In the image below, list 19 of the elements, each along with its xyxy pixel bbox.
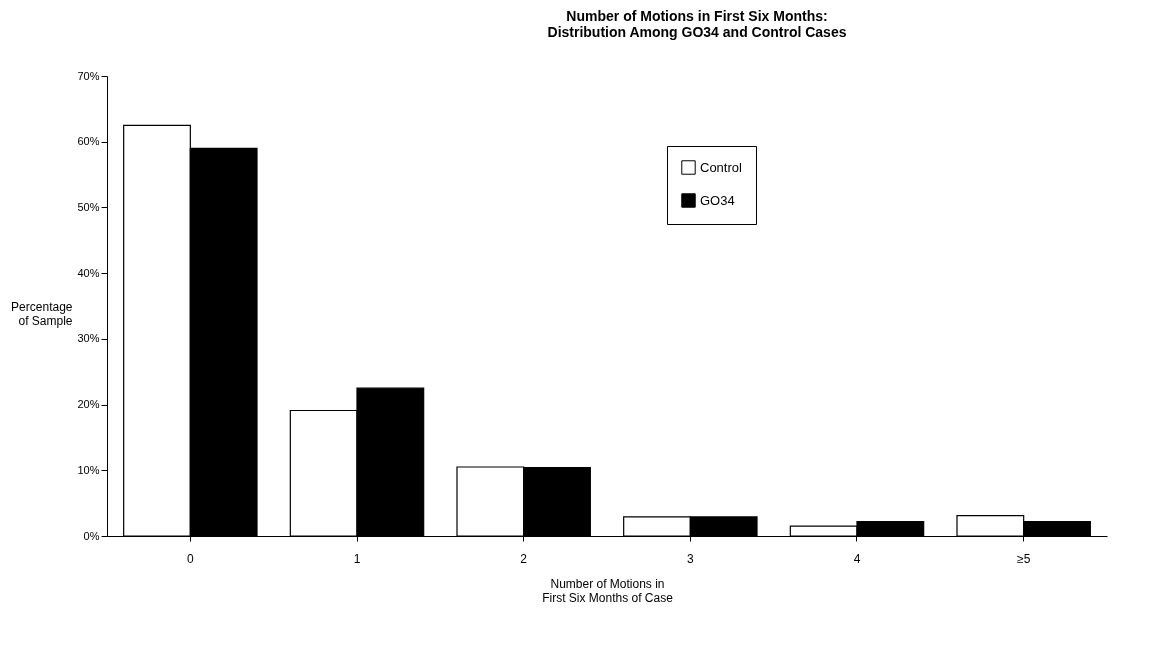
y-tick-label: 50% [77, 200, 100, 213]
y-tick-label: 0% [83, 529, 100, 542]
legend-label: Control [700, 159, 743, 175]
y-tick-label: 60% [77, 135, 100, 148]
x-tick-label: 2 [520, 551, 528, 566]
x-tick-label: 3 [686, 551, 694, 566]
legend-label: GO34 [700, 192, 735, 208]
y-tick-label: 70% [77, 69, 100, 82]
x-tick-label: ≥5 [1017, 551, 1031, 566]
y-tick-label: 30% [77, 332, 100, 345]
chart-title: Number of Motions in First Six Months: Distribution Among GO34 and Control Cases [547, 8, 847, 40]
y-tick-label: 10% [77, 463, 100, 476]
y-axis-title: Percentage of Sample [11, 299, 73, 328]
y-tick-label: 20% [77, 398, 100, 411]
x-tick-label: 4 [853, 551, 861, 566]
x-tick-label: 1 [353, 551, 361, 566]
x-tick-label: 0 [186, 551, 194, 566]
x-axis-title: Number of Motions in First Six Months of Case [542, 576, 674, 605]
y-tick-label: 40% [77, 266, 100, 279]
